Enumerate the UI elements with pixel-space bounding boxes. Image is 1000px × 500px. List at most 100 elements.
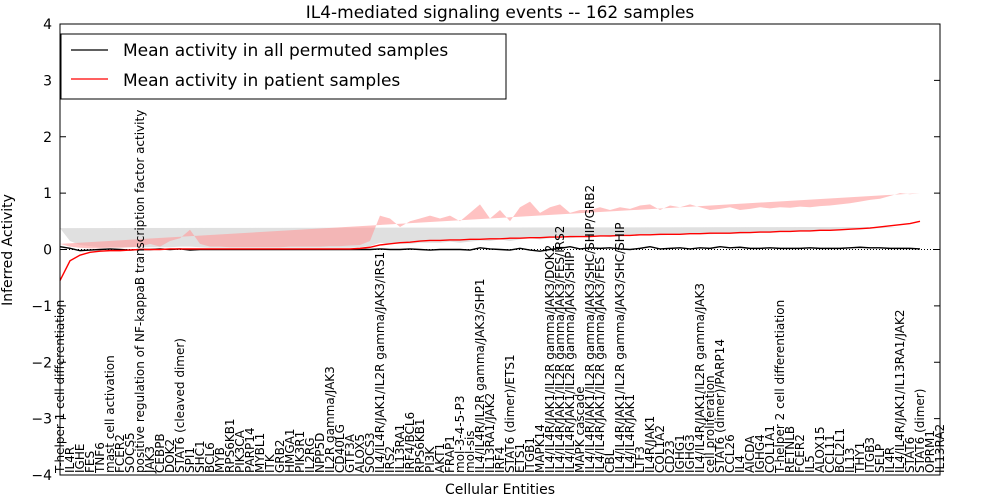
x-tick-label-76: ALOX15 [813, 426, 827, 473]
x-axis-label: Cellular Entities [445, 482, 555, 498]
y-tick-label-2: −2 [31, 355, 52, 371]
x-tick-label-11: DOK2 [163, 439, 177, 473]
x-tick-label-58: LTF3 [633, 446, 647, 473]
x-tick-label-43: IL13RA1/JAK2 [483, 393, 497, 473]
x-tick-label-31: SOCS3 [363, 432, 377, 473]
x-tick-label-28: CD40LG [333, 424, 347, 473]
x-tick-label-39: FRAP1 [443, 435, 457, 473]
y-tick-label-0: −4 [31, 468, 52, 484]
x-tick-label-87: OPRM1 [923, 430, 937, 473]
x-tick-label-44: IRF4 [493, 447, 507, 473]
x-tick-label-18: PIK3CA [233, 429, 247, 473]
y-tick-label-6: 2 [43, 130, 52, 146]
x-tick-label-45: STAT6 (dimer)/ETS1 [503, 354, 517, 473]
x-tick-label-13: SPI1 [183, 447, 197, 473]
x-tick-label-41: mol-sis [463, 430, 477, 473]
x-tick-label-35: IRF4/BCL6 [403, 412, 417, 473]
x-tick-label-14: SHC1 [193, 440, 207, 473]
x-tick-label-56: IL4/IL4R/JAK1/IL2R gamma/JAK3/SHC/SHIP [613, 222, 627, 473]
x-tick-label-64: IL4/IL4R/JAK1/IL2R gamma/JAK3 [693, 283, 707, 473]
x-tick-label-22: GRB2 [273, 439, 287, 473]
x-tick-label-6: FCER2 [113, 434, 127, 473]
y-tick-label-4: 0 [43, 243, 52, 259]
x-tick-label-81: ITGB3 [863, 437, 877, 473]
x-tick-label-8: positive regulation of NF-kappaB transcr… [133, 110, 147, 473]
x-tick-label-54: IL4/IL4R/JAK1/IL2R gamma/JAK3/FES [593, 257, 607, 473]
x-tick-label-78: BCL2L1 [833, 428, 847, 473]
x-tick-label-82: SELP [873, 444, 887, 473]
x-tick-label-59: IL4R/JAK1 [643, 416, 657, 473]
x-tick-label-51: IL4/IL4R/JAK1/IL2R gamma/JAK3/SHIP [563, 252, 577, 473]
x-tick-label-68: IL4 [733, 455, 747, 473]
x-tick-label-36: RPS6KB1 [413, 418, 427, 473]
legend-label-patient: Mean activity in patient samples [123, 71, 400, 91]
x-tick-label-17: RPS6KB1 [223, 418, 237, 473]
x-tick-label-32: IL4/IL4R/JAK1/IL2R gamma/JAK3/IRS1 [373, 252, 387, 473]
x-tick-label-86: STAT6 (dimer) [913, 389, 927, 473]
x-tick-label-74: FCER2 [793, 434, 807, 473]
x-tick-label-38: AKT1 [433, 443, 447, 473]
y-tick-label-1: −3 [31, 412, 52, 428]
x-tick-label-7: SOCS5 [123, 432, 137, 473]
x-tick-label-75: IL5 [803, 455, 817, 473]
y-tick-label-8: 4 [43, 17, 52, 33]
legend: Mean activity in all permuted samples Me… [60, 33, 507, 100]
x-tick-label-16: MYB [213, 447, 227, 473]
x-tick-label-30: ALOX5 [353, 434, 367, 473]
x-tick-label-26: NPP5D [313, 433, 327, 473]
y-tick-label-7: 3 [43, 73, 52, 89]
y-tick-label-5: 1 [43, 186, 52, 202]
x-tick-label-42: IL4/IL4R/IL2R gamma/JAK3/SHP1 [473, 279, 487, 474]
x-tick-label-67: CCL26 [723, 434, 737, 473]
x-tick-label-62: IGHG1 [673, 434, 687, 473]
x-tick-label-80: THY1 [853, 442, 867, 474]
x-tick-label-29: GTF3A [343, 433, 357, 473]
x-tick-label-69: AICDA [743, 435, 757, 473]
x-tick-label-10: CEBPB [153, 433, 167, 473]
x-tick-label-79: IL13 [843, 448, 857, 474]
x-tick-label-73: RETNLB [783, 426, 797, 473]
y-tick-label-3: −1 [31, 299, 52, 315]
x-tick-label-3: FES [83, 451, 97, 473]
x-tick-label-48: MAPK14 [533, 424, 547, 473]
x-tick-label-5: mast cell activation [103, 355, 117, 473]
x-tick-label-27: IL2R gamma/JAK3 [323, 366, 337, 473]
y-axis-label: Inferred Activity [0, 194, 16, 306]
x-tick-label-57: IL4/IL4R/JAK1 [623, 394, 637, 473]
x-tick-label-20: MYBL1 [253, 433, 267, 473]
confidence-bands [60, 193, 920, 249]
x-tick-label-84: IL4/IL4R/JAK1/IL13RA1/JAK2 [893, 310, 907, 474]
x-tick-label-37: PI3K [423, 446, 437, 473]
chart-title: IL4-mediated signaling events -- 162 sam… [306, 3, 695, 23]
x-tick-label-55: CBL [603, 449, 617, 473]
patient-band [60, 193, 920, 249]
x-tick-label-66: STAT6 (dimer)/PARP14 [713, 339, 727, 473]
x-tick-label-33: IRS2 [383, 446, 397, 473]
x-tick-label-23: HMGA1 [283, 428, 297, 473]
x-tick-label-50: IL4/IL4R/JAK1/IL2R gamma/JAK3/FES/IRS2 [553, 226, 567, 473]
y-axis: −4 −3 −2 −1 0 1 2 3 4 [31, 17, 940, 484]
x-tick-label-49: IL4/IL4R/JAK1/IL2R gamma/JAK3/DOK2 [543, 245, 557, 473]
x-tick-label-61: CD23 [663, 440, 677, 473]
x-tick-label-4: TNF6 [93, 442, 107, 474]
x-tick-label-34: IL13RA1 [393, 424, 407, 473]
x-tick-label-53: IL4/IL4R/JAK1/IL2R gamma/JAK3/SHC/SHIP/G… [583, 185, 597, 473]
x-tick-label-2: IGHE [73, 444, 87, 473]
x-tick-label-24: PIK3R1 [293, 431, 307, 473]
x-tick-label-19: PARP14 [243, 427, 257, 473]
x-tick-label-9: JAK3 [143, 446, 157, 474]
x-tick-label-21: ITK [263, 453, 277, 473]
x-tick-labels: T-helper 1 cell differentiationIL4RIGHEF… [53, 110, 947, 474]
patient-mean-line [59, 220, 921, 281]
x-tick-label-71: COL1A1 [763, 425, 777, 473]
x-tick-label-12: STAT6 (cleaved dimer) [173, 338, 187, 473]
x-tick-label-47: ITGB1 [523, 437, 537, 473]
x-tick-label-85: STAT6 [903, 437, 917, 473]
series-lines [59, 220, 940, 281]
legend-box [60, 33, 507, 100]
x-tick-label-83: IL4R [883, 447, 897, 473]
x-tick-label-60: COL1A2 [653, 425, 667, 473]
x-tick-label-72: T-helper 2 cell differentiation [773, 300, 787, 474]
x-tick-label-70: IGHG4 [753, 434, 767, 473]
x-tick-label-52: MAPK cascade [573, 386, 587, 473]
